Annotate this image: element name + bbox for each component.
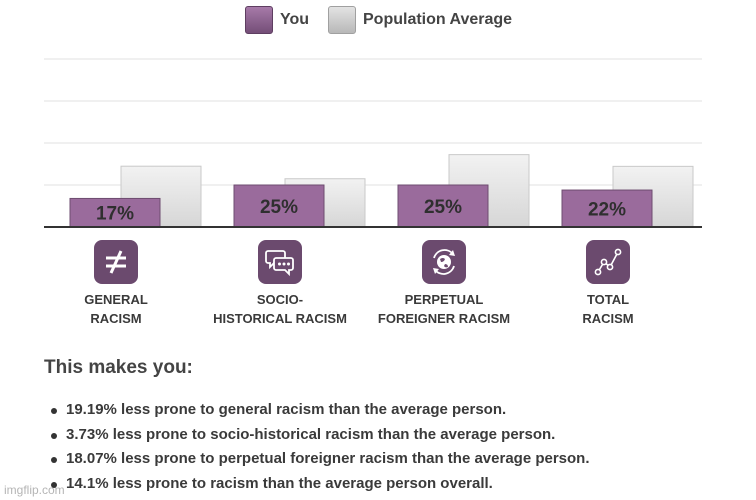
bar-chart: 17% 25% 25% 22% [44,58,702,228]
summary-item: 14.1% less prone to racism than the aver… [51,472,590,497]
legend-item-population: Population Average [328,6,512,34]
data-label-you: 22% [588,200,626,221]
category-label-socio-historical: SOCIO- HISTORICAL RACISM [195,290,365,328]
summary-list: 19.19% less prone to general racism than… [51,398,590,497]
category-label-total: TOTAL RACISM [523,290,693,328]
chat-bubbles-icon [258,240,302,284]
summary-item: 18.07% less prone to perpetual foreigner… [51,447,590,472]
data-label-you: 25% [424,197,462,218]
not-equal-icon [94,240,138,284]
chart-legend: You Population Average [0,6,756,34]
category-label-line: SOCIO- [256,292,304,307]
data-label-you: 25% [260,197,298,218]
bar-you [561,189,653,228]
category-label-line: HISTORICAL RACISM [213,311,347,326]
globe-refresh-icon [422,240,466,284]
legend-label-population: Population Average [363,11,513,28]
summary-item: 19.19% less prone to general racism than… [51,398,590,423]
legend-label-you: You [280,11,310,28]
category-label-line: FOREIGNER RACISM [377,311,511,326]
category-label-general: GENERAL RACISM [31,290,201,328]
legend-item-you: You [245,6,309,34]
summary-item: 3.73% less prone to socio-historical rac… [51,423,590,448]
bar-you [233,184,325,228]
category-label-line: RACISM [90,311,142,326]
category-label-line: RACISM [582,311,634,326]
watermark: imgflip.com [4,483,65,497]
category-label-line: PERPETUAL [404,292,484,307]
summary-title: This makes you: [44,357,193,378]
category-label-line: TOTAL [586,292,630,307]
data-label-you: 17% [96,204,134,225]
bar-you [397,184,489,228]
legend-swatch-you [245,6,273,34]
legend-swatch-population [328,6,356,34]
category-label-perpetual-foreigner: PERPETUAL FOREIGNER RACISM [359,290,529,328]
category-label-line: GENERAL [84,292,148,307]
line-graph-icon [586,240,630,284]
